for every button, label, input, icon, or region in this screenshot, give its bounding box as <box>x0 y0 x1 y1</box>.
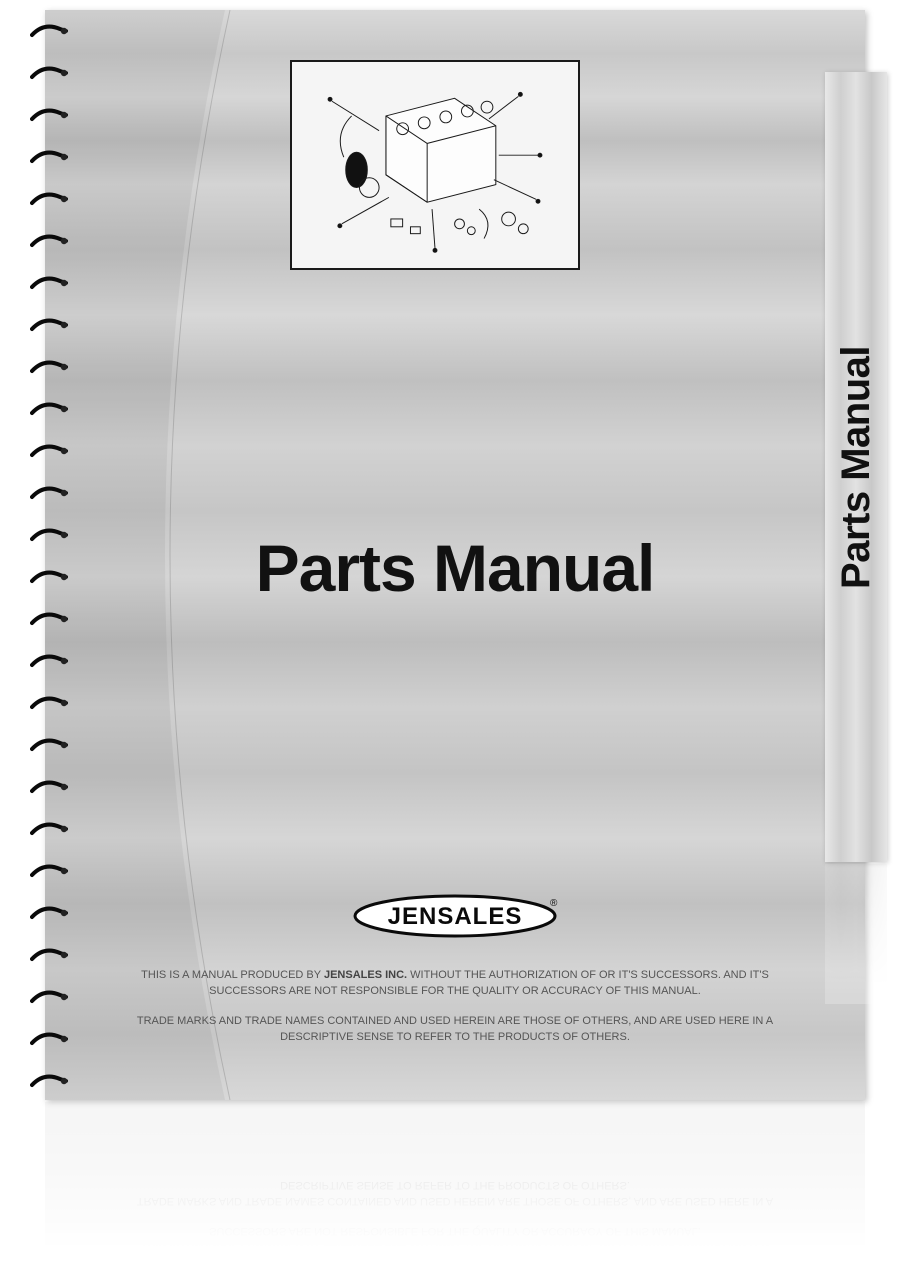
disclaimer-2: TRADE MARKS AND TRADE NAMES CONTAINED AN… <box>125 1014 785 1046</box>
spiral-tooth <box>30 528 68 542</box>
spiral-binding <box>30 10 70 1100</box>
spiral-tooth <box>30 1032 68 1046</box>
spiral-tooth <box>30 402 68 416</box>
cover-reflection: THIS IS A MANUAL PRODUCED BY JENSALES IN… <box>45 1102 865 1272</box>
spiral-tooth <box>30 906 68 920</box>
main-title: Parts Manual <box>45 530 865 606</box>
disclaimer-1-brand: JENSALES INC. <box>324 969 407 981</box>
spiral-tooth <box>30 150 68 164</box>
spiral-tooth <box>30 234 68 248</box>
manual-cover-page: Parts Manual JENSALES ® THIS IS A MANUAL… <box>45 10 865 1100</box>
spiral-tooth <box>30 738 68 752</box>
spiral-tooth <box>30 990 68 1004</box>
disclaimer-text: THIS IS A MANUAL PRODUCED BY JENSALES IN… <box>45 968 865 1060</box>
publisher-logo: JENSALES ® <box>45 892 865 940</box>
spiral-tooth <box>30 360 68 374</box>
parts-diagram-illustration <box>290 60 580 270</box>
spiral-tooth <box>30 864 68 878</box>
logo-trademark: ® <box>550 898 558 909</box>
book-spine-reflection <box>825 864 887 1004</box>
spiral-tooth <box>30 486 68 500</box>
spiral-tooth <box>30 24 68 38</box>
spiral-tooth <box>30 444 68 458</box>
spine-title: Parts Manual <box>834 346 879 589</box>
book-spine: Parts Manual <box>825 72 887 862</box>
spiral-tooth <box>30 570 68 584</box>
spiral-tooth <box>30 66 68 80</box>
spiral-tooth <box>30 108 68 122</box>
logo-text: JENSALES <box>388 903 523 930</box>
spiral-tooth <box>30 1074 68 1088</box>
spiral-tooth <box>30 696 68 710</box>
disclaimer-1-prefix: THIS IS A MANUAL PRODUCED BY <box>141 969 324 981</box>
spiral-tooth <box>30 612 68 626</box>
spiral-tooth <box>30 822 68 836</box>
spiral-tooth <box>30 192 68 206</box>
spiral-tooth <box>30 780 68 794</box>
spiral-tooth <box>30 276 68 290</box>
spiral-tooth <box>30 654 68 668</box>
spiral-tooth <box>30 318 68 332</box>
spiral-tooth <box>30 948 68 962</box>
